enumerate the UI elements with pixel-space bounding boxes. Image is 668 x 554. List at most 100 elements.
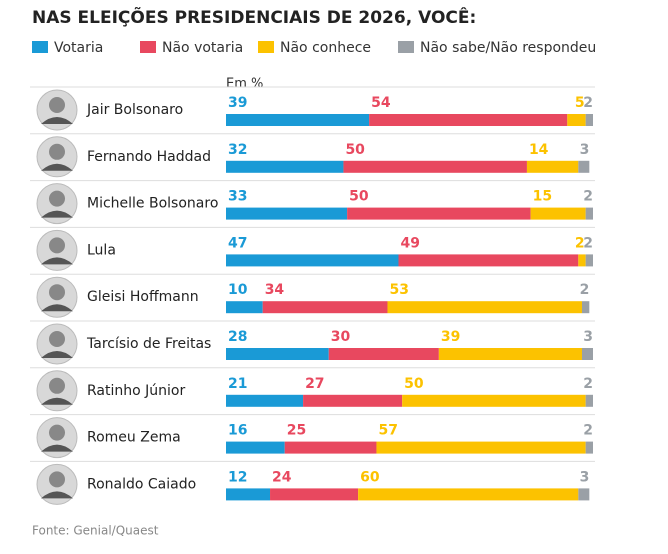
avatar-head [49, 97, 65, 113]
bar-segment [328, 348, 439, 360]
avatar-body [41, 304, 73, 312]
value-label: 3 [580, 469, 590, 485]
bar-segment [578, 254, 586, 267]
value-label: 54 [371, 95, 391, 111]
value-label: 2 [583, 376, 593, 392]
category-label: Tarcísio de Freitas [86, 336, 211, 352]
bar-segment [226, 254, 399, 267]
bar-segment [262, 301, 388, 314]
value-label: 21 [228, 376, 247, 392]
bar-segment [526, 160, 579, 173]
avatar-body [41, 210, 73, 218]
bar-segment [578, 160, 590, 173]
chart-title: NAS ELEIÇÕES PRESIDENCIAIS DE 2026, VOCÊ… [32, 5, 476, 28]
value-label: 49 [400, 235, 419, 251]
avatar-head [49, 331, 65, 347]
value-label: 32 [228, 142, 247, 158]
avatar-head [49, 143, 65, 160]
bar-segment [387, 301, 582, 314]
avatar-head [49, 377, 65, 394]
bar-segment [226, 488, 271, 501]
bar-segment [585, 207, 593, 220]
value-label: 14 [529, 142, 549, 158]
legend-swatch [32, 41, 48, 53]
value-label: 24 [272, 469, 292, 485]
value-label: 15 [533, 189, 552, 205]
avatar-head [49, 284, 65, 301]
bar-segment [226, 207, 348, 220]
value-label: 25 [287, 423, 306, 439]
avatar-body [41, 444, 73, 452]
bar-segment [226, 348, 329, 360]
value-label: 60 [360, 469, 380, 485]
legend-swatch [140, 41, 156, 53]
value-label: 39 [441, 329, 460, 345]
value-label: 2 [583, 95, 593, 111]
value-label: 3 [580, 142, 590, 158]
value-label: 39 [228, 95, 247, 111]
value-label: 12 [228, 469, 247, 485]
value-label: 47 [228, 235, 247, 251]
bar-segment [581, 348, 593, 360]
bar-segment [270, 488, 359, 501]
bar-segment [369, 114, 568, 126]
bar-segment [376, 441, 586, 454]
value-label: 50 [349, 189, 369, 205]
value-label: 33 [228, 189, 247, 205]
avatar-head [49, 237, 65, 254]
legend-label: Não votaria [162, 40, 243, 56]
bar-segment [226, 301, 263, 314]
value-label: 5 [575, 95, 585, 111]
bar-segment [226, 160, 344, 173]
bar-segment [438, 348, 582, 360]
unit-label: Em % [226, 77, 263, 92]
avatar-body [41, 491, 73, 499]
bar-segment [398, 254, 579, 267]
bar-segment [581, 301, 590, 314]
avatar-body [41, 163, 73, 171]
bar-segment [585, 114, 593, 126]
category-label: Romeu Zema [87, 430, 181, 446]
bar-segment [402, 394, 586, 407]
category-label: Michelle Bolsonaro [87, 196, 218, 212]
bar-segment [567, 114, 586, 126]
legend-swatch [258, 41, 274, 53]
value-label: 2 [583, 235, 593, 251]
category-label: Gleisi Hoffmann [87, 289, 199, 305]
value-label: 30 [331, 329, 351, 345]
avatar-body [41, 351, 73, 358]
bar-segment [226, 114, 370, 126]
bar-segment [585, 254, 593, 267]
legend-label: Votaria [54, 40, 103, 56]
source: Fonte: Genial/Quaest [32, 524, 159, 538]
value-label: 57 [378, 423, 397, 439]
avatar-body [41, 257, 73, 265]
legend-label: Não conhece [280, 40, 371, 56]
bar-segment [530, 207, 586, 220]
bar-segment [347, 207, 531, 220]
value-label: 53 [389, 282, 408, 298]
category-label: Jair Bolsonaro [86, 102, 183, 118]
bar-segment [343, 160, 527, 173]
bar-segment [585, 394, 593, 407]
legend-label: Não sabe/Não respondeu [420, 40, 596, 56]
legend-swatch [398, 41, 414, 53]
value-label: 34 [265, 282, 285, 298]
value-label: 2 [580, 282, 590, 298]
category-label: Ratinho Júnior [87, 383, 185, 399]
value-label: 27 [305, 376, 324, 392]
value-label: 2 [583, 423, 593, 439]
value-label: 2 [575, 235, 585, 251]
category-label: Fernando Haddad [87, 149, 211, 165]
bar-segment [358, 488, 579, 501]
bar-segment [578, 488, 590, 501]
category-label: Lula [87, 242, 116, 258]
value-label: 3 [583, 329, 593, 345]
value-label: 2 [583, 189, 593, 205]
value-label: 50 [404, 376, 424, 392]
avatar-head [49, 471, 65, 488]
bar-segment [303, 394, 403, 407]
avatar-head [49, 190, 65, 207]
value-label: 50 [345, 142, 365, 158]
